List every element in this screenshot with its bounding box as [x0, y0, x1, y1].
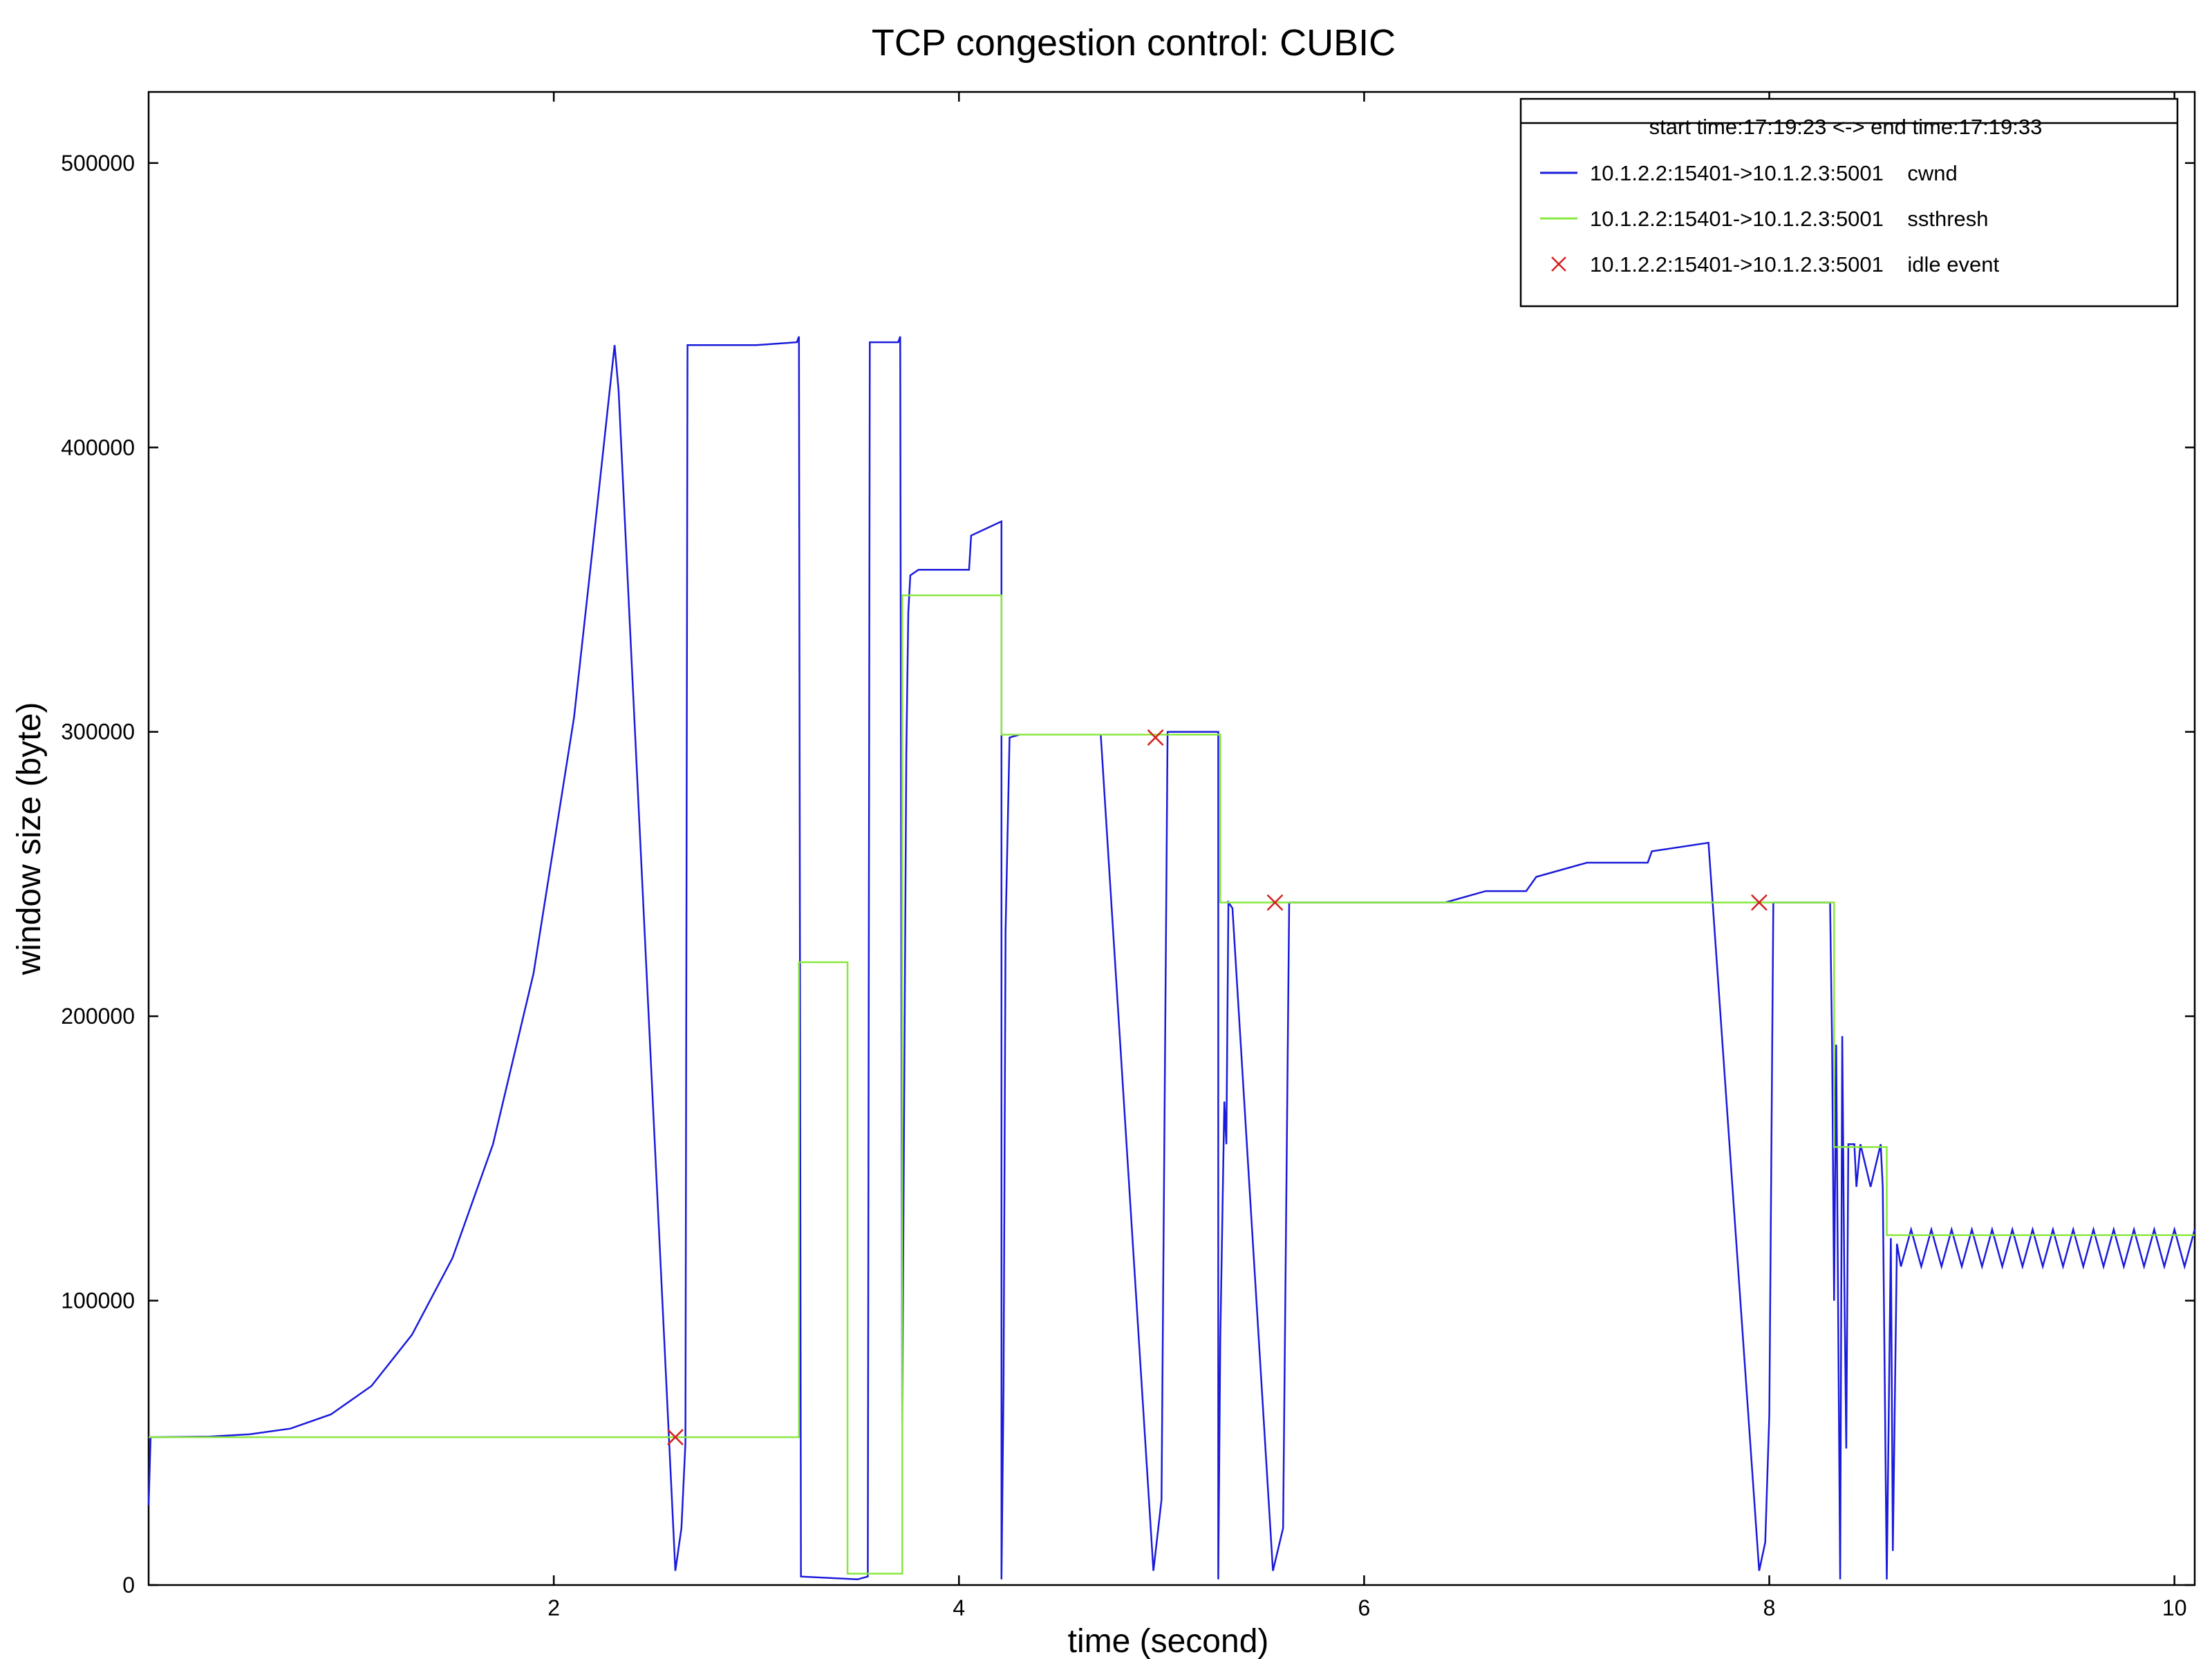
- legend-header: start time:17:19:23 <-> end time:17:19:3…: [1649, 115, 2043, 139]
- x-tick-label-1: 4: [953, 1595, 965, 1620]
- idle-event-marker-2: [1266, 894, 1284, 911]
- y-axis-label: window size (byte): [11, 702, 48, 976]
- x-tick-label-2: 6: [1358, 1595, 1371, 1620]
- plot-area: [147, 336, 2196, 1581]
- chart-title: TCP congestion control: CUBIC: [872, 22, 1396, 64]
- y-tick-label-5: 500000: [61, 151, 135, 176]
- legend-label-ssthresh: 10.1.2.2:15401->10.1.2.3:5001 ssthresh: [1590, 207, 1989, 231]
- y-tick-label-1: 100000: [61, 1288, 135, 1313]
- ssthresh-series-line: [149, 594, 2195, 1575]
- idle-event-marker-0: [667, 1429, 684, 1445]
- legend-box: [1519, 97, 2179, 308]
- legend: start time:17:19:23 <-> end time:17:19:3…: [1519, 97, 2179, 308]
- axis-ticks: 2 4 6 8 10 0 100000 200000 300000 400000 500000: [61, 92, 2195, 1620]
- idle-event-marker-1: [1147, 729, 1164, 746]
- x-tick-label-4: 10: [2162, 1595, 2187, 1620]
- y-tick-label-2: 200000: [61, 1004, 135, 1029]
- idle-event-marker-3: [1751, 894, 1768, 911]
- x-tick-label-0: 2: [547, 1595, 560, 1620]
- y-tick-label-0: 0: [122, 1573, 135, 1597]
- y-tick-label-3: 300000: [61, 720, 135, 744]
- legend-label-cwnd: 10.1.2.2:15401->10.1.2.3:5001 cwnd: [1590, 161, 1958, 185]
- y-tick-label-4: 400000: [61, 435, 135, 460]
- legend-label-idle-event: 10.1.2.2:15401->10.1.2.3:5001 idle event: [1590, 252, 1999, 276]
- legend-entries: 10.1.2.2:15401->10.1.2.3:5001 cwnd 10.1.2…: [1540, 161, 1999, 276]
- x-axis-label: time (second): [1068, 1623, 1269, 1659]
- x-tick-label-3: 8: [1763, 1595, 1776, 1620]
- legend-marker-idle-event: [1551, 256, 1566, 272]
- plot-frame: [147, 91, 2196, 1586]
- cwnd-series-line: [147, 336, 2196, 1581]
